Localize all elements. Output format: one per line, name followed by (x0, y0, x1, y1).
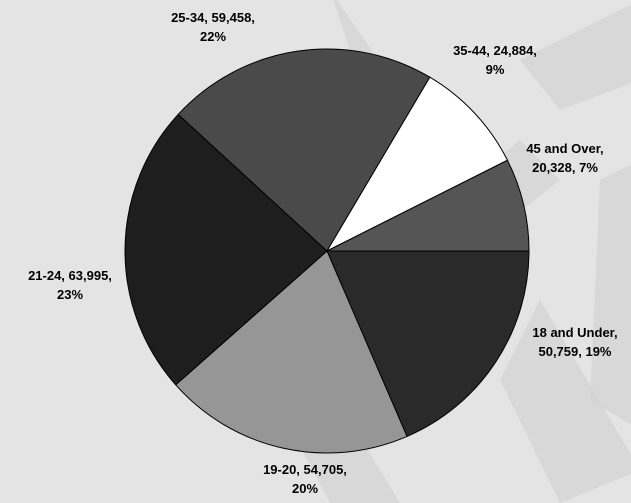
pie-slice-35-44 (325, 76, 509, 253)
pie-slice-19-20 (175, 250, 408, 454)
slice-label-line: 20% (292, 481, 318, 496)
slice-label-line: 20,328, 7% (532, 160, 598, 175)
slice-label: 18 and Under, 50,759, 19% (532, 325, 617, 359)
slice-label: 19-20, 54,705, 20% (263, 462, 347, 496)
pie-slice-18-and-under (326, 250, 530, 438)
slice-label-line: 45 and Over, (526, 141, 603, 156)
pie-slice-25-34 (177, 48, 431, 252)
slice-label-line: 21-24, 63,995, (28, 268, 112, 283)
slice-label-line: 18 and Under, (532, 325, 617, 340)
slice-label-line: 9% (486, 62, 505, 77)
slice-label-line: 50,759, 19% (538, 344, 611, 359)
slice-label-line: 35-44, 24,884, (453, 43, 537, 58)
slice-label: 25-34, 59,458, 22% (171, 10, 255, 44)
slice-label-line: 25-34, 59,458, (171, 10, 255, 25)
slice-labels: 18 and Under, 50,759, 19% 19-20, 54,705, 20… (28, 10, 618, 496)
watermark-shape (590, 164, 631, 425)
watermark-shape (500, 300, 631, 503)
pie-slice-45-and-over (326, 159, 530, 252)
slice-label-line: 19-20, 54,705, (263, 462, 347, 477)
pie-slices (124, 48, 530, 454)
slice-label: 45 and Over, 20,328, 7% (526, 141, 603, 175)
slice-label-line: 23% (57, 287, 83, 302)
slice-label: 35-44, 24,884, 9% (453, 43, 537, 77)
pie-slice-21-24 (124, 113, 328, 386)
slice-label-line: 22% (200, 29, 226, 44)
watermark-shape (520, 4, 631, 110)
slice-label: 21-24, 63,995, 23% (28, 268, 112, 302)
